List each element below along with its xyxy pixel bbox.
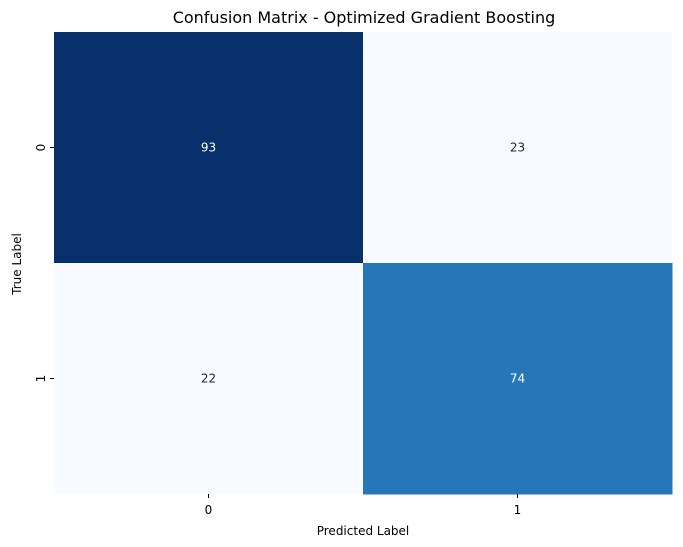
heatmap-cell-1-0 (54, 263, 364, 495)
cell-value-1-1: 74 (510, 372, 525, 386)
heatmap-cell-0-1 (363, 32, 673, 264)
chart-title: Confusion Matrix - Optimized Gradient Bo… (173, 8, 556, 27)
y-tick-label-1: 1 (34, 375, 48, 383)
y-tick-label-0: 0 (34, 144, 48, 152)
cell-value-1-0: 22 (201, 372, 216, 386)
cell-value-0-0: 93 (201, 141, 216, 155)
x-axis-label: Predicted Label (317, 524, 410, 538)
heatmap-cells (54, 32, 673, 495)
heatmap-cell-1-1 (363, 263, 673, 495)
heatmap-cell-0-0 (54, 32, 364, 264)
x-tick-label-0: 0 (205, 503, 213, 517)
heatmap-cell-values: 93 23 22 74 (201, 141, 525, 386)
axis-ticks: 0 1 0 1 (34, 144, 521, 517)
x-tick-label-1: 1 (514, 503, 522, 517)
cell-value-0-1: 23 (510, 141, 525, 155)
y-axis-label: True Label (10, 233, 24, 296)
